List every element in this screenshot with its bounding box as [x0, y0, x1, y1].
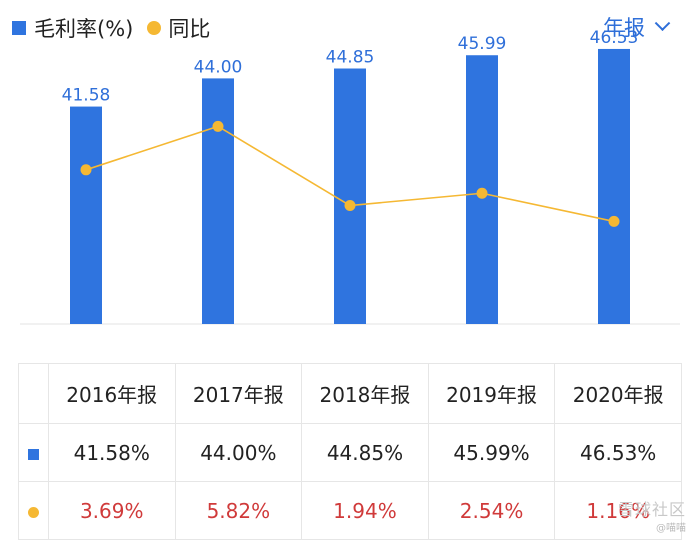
table-header-cell: 2017年报: [174, 363, 303, 424]
line-legend-label: 同比: [168, 17, 211, 41]
table-row-key: [18, 423, 49, 482]
bar-legend-label: 毛利率(%): [34, 17, 134, 41]
bar-series-swatch: [27, 448, 39, 460]
table-header-cell: 2016年报: [47, 363, 176, 424]
yoy-point: [476, 187, 488, 199]
table-header-cell: 2018年报: [301, 363, 429, 424]
yoy-point: [344, 200, 356, 212]
chart-legend: 毛利率(%) 同比: [12, 13, 210, 43]
table-cell: 41.58%: [47, 423, 176, 482]
table-corner-cell: [18, 363, 49, 424]
table-cell: 1.16%: [554, 481, 682, 540]
watermark-author: @喵喵: [656, 523, 686, 534]
table-header-cell: 2019年报: [427, 363, 556, 424]
bar-value-label: 46.53: [590, 28, 639, 48]
period-selector-label: 年报: [603, 16, 645, 40]
table-row-key: [18, 481, 49, 540]
bar-line-chart: 41.58 44.00 44.85 45.99 46.53: [20, 28, 680, 325]
bar: [202, 78, 234, 324]
table-cell: 5.82%: [174, 481, 303, 540]
table-header-cell: 2020年报: [554, 363, 682, 424]
line-legend-swatch: [147, 21, 162, 35]
table-header-row: 2016年报 2017年报 2018年报 2019年报 2020年报: [18, 363, 682, 424]
table-cell: 3.69%: [47, 481, 176, 540]
data-table: 2016年报 2017年报 2018年报 2019年报 2020年报 41.58…: [18, 363, 682, 540]
yoy-point: [212, 120, 224, 132]
bar-value-label: 41.58: [62, 86, 111, 106]
table-row-gross-margin: 41.58% 44.00% 44.85% 45.99% 46.53%: [18, 423, 682, 482]
bar: [334, 68, 366, 324]
line-series-swatch: [27, 506, 39, 518]
bar-value-label: 44.85: [326, 48, 375, 68]
bar: [598, 48, 630, 324]
table-cell: 2.54%: [427, 481, 556, 540]
table-cell: 45.99%: [427, 423, 556, 482]
bar-legend-swatch: [12, 21, 26, 35]
table-cell: 1.94%: [301, 481, 429, 540]
table-cell: 44.85%: [301, 423, 429, 482]
table-cell: 44.00%: [174, 423, 303, 482]
yoy-point: [608, 215, 620, 227]
table-cell: 46.53%: [554, 423, 682, 482]
yoy-point: [80, 164, 92, 176]
period-selector[interactable]: 年报: [603, 12, 671, 42]
table-row-yoy: 3.69% 5.82% 1.94% 2.54% 1.16%: [18, 481, 682, 540]
bar: [70, 106, 102, 325]
bar-value-label: 44.00: [194, 57, 243, 77]
bar-value-label: 45.99: [458, 34, 507, 54]
watermark: 雪球社区: [617, 500, 686, 519]
